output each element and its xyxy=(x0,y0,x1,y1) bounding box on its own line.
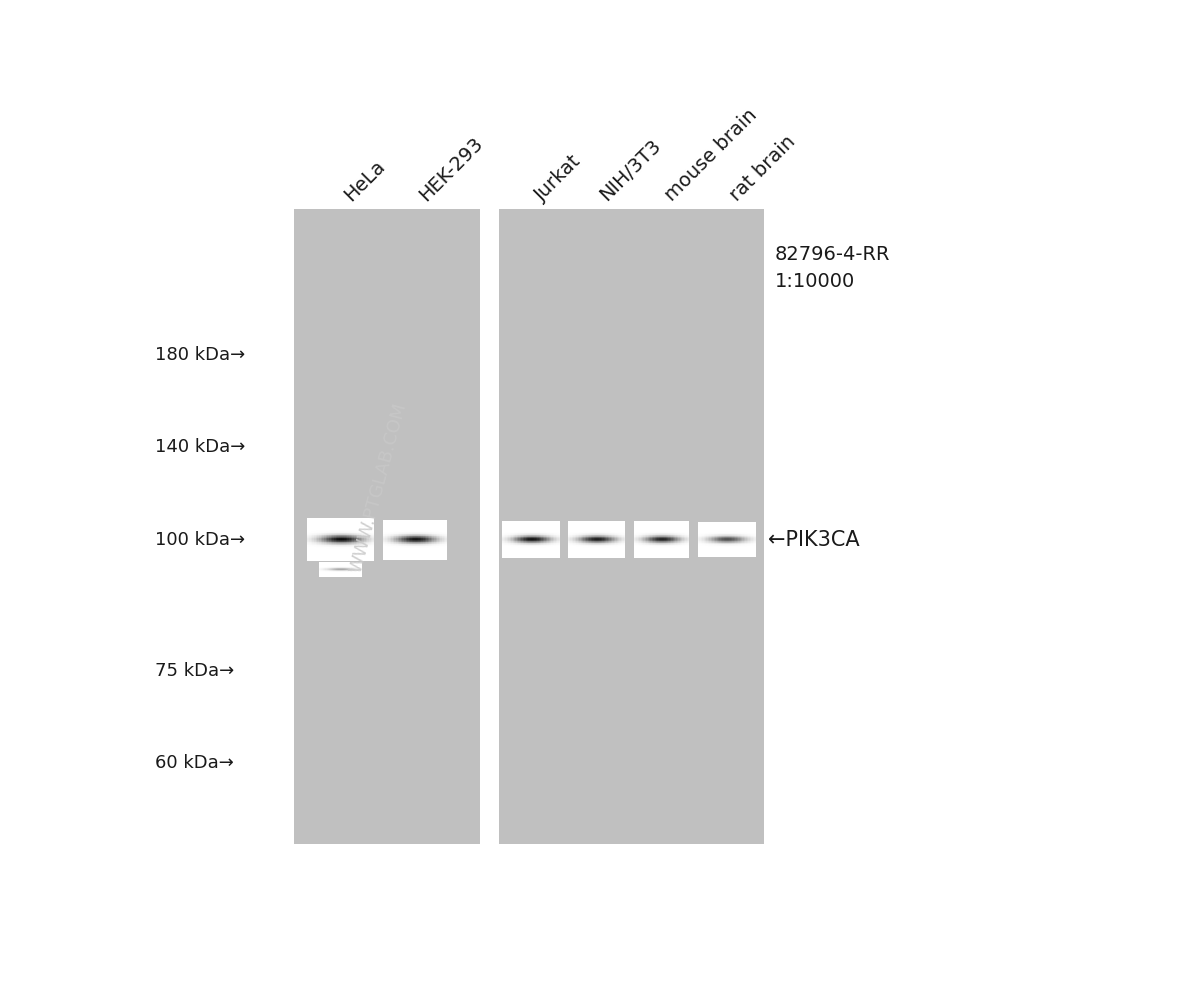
Text: 75 kDa→: 75 kDa→ xyxy=(155,662,234,680)
Text: 140 kDa→: 140 kDa→ xyxy=(155,438,245,456)
Text: 1:10000: 1:10000 xyxy=(775,272,856,291)
Text: WWW.PTGLAB.COM: WWW.PTGLAB.COM xyxy=(347,401,409,575)
Text: ←PIK3CA: ←PIK3CA xyxy=(768,530,860,550)
Text: Jurkat: Jurkat xyxy=(532,151,584,205)
Bar xyxy=(294,209,480,844)
Text: NIH/3T3: NIH/3T3 xyxy=(596,136,665,205)
Text: mouse brain: mouse brain xyxy=(661,105,761,205)
Text: 180 kDa→: 180 kDa→ xyxy=(155,346,245,364)
Bar xyxy=(499,209,763,844)
Text: 82796-4-RR: 82796-4-RR xyxy=(775,245,890,264)
Text: 100 kDa→: 100 kDa→ xyxy=(155,531,245,549)
Text: rat brain: rat brain xyxy=(727,132,799,205)
Text: HeLa: HeLa xyxy=(341,156,389,205)
Text: HEK-293: HEK-293 xyxy=(415,134,486,205)
Text: 60 kDa→: 60 kDa→ xyxy=(155,754,234,772)
